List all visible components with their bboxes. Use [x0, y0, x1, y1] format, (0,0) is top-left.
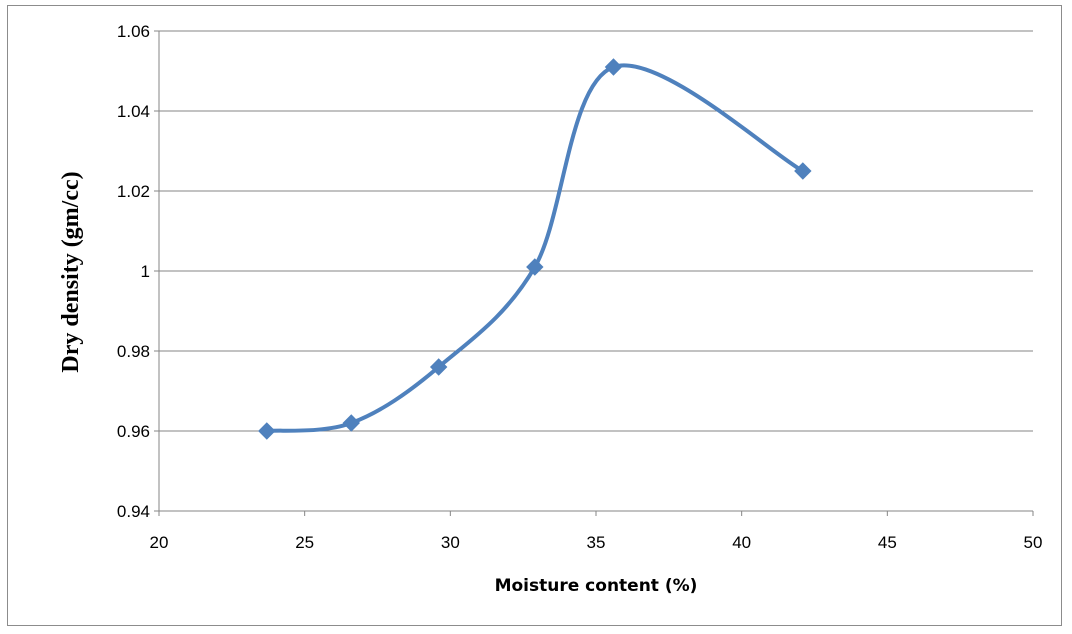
- data-point-marker: [604, 58, 623, 76]
- y-tick-labels: 0.94 0.96 0.98 1 1.02 1.04 1.06: [117, 22, 150, 521]
- data-point-marker: [794, 162, 812, 180]
- y-tick-label: 0.94: [117, 502, 150, 521]
- y-tick-label: 0.96: [117, 422, 150, 441]
- x-tick-label: 40: [732, 533, 751, 552]
- x-tick-label: 30: [441, 533, 460, 552]
- y-tick-label: 1: [141, 262, 150, 281]
- series-group: [258, 58, 812, 440]
- chart-frame: [7, 5, 1062, 626]
- data-point-marker: [429, 358, 448, 376]
- data-point-marker: [342, 414, 360, 432]
- y-tick-label: 0.98: [117, 342, 150, 361]
- data-point-marker: [258, 422, 276, 440]
- data-point-marker: [526, 258, 544, 276]
- y-axis-label: Dry density (gm/cc): [58, 171, 84, 372]
- x-tick-label: 35: [587, 533, 606, 552]
- x-tick-label: 45: [878, 533, 897, 552]
- axes: [154, 30, 1034, 516]
- x-tick-label: 20: [150, 533, 169, 552]
- x-tick-labels: 20 25 30 35 40 45 50: [150, 533, 1043, 552]
- x-tick-label: 50: [1024, 533, 1043, 552]
- series-line: [264, 63, 805, 433]
- y-tick-label: 1.04: [117, 102, 150, 121]
- x-axis-label: Moisture content (%): [495, 576, 698, 596]
- x-tick-label: 25: [295, 533, 314, 552]
- gridlines: [159, 30, 1033, 432]
- y-tick-label: 1.02: [117, 182, 150, 201]
- y-tick-label: 1.06: [117, 22, 150, 41]
